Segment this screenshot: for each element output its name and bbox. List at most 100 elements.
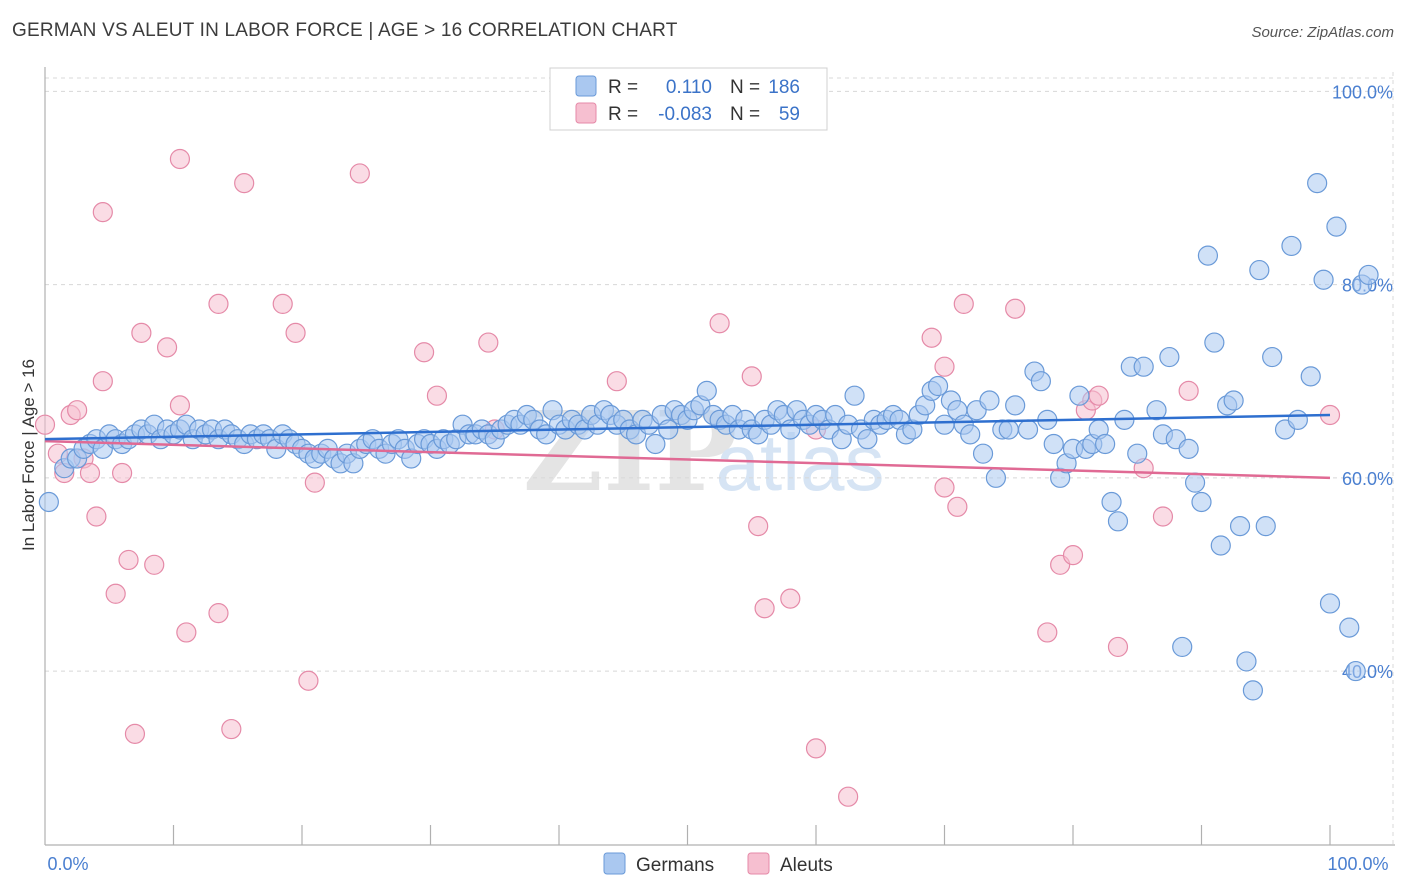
germans-point [1326,216,1347,237]
aleuts-point [1005,298,1026,319]
germans-point [960,424,981,445]
germans-point [1191,491,1212,513]
aleuts-point [169,148,191,170]
aleuts-point [921,327,942,348]
aleuts-point [176,622,197,643]
germans-point [844,385,865,406]
legend-n-label-2: N = [730,104,760,125]
trend-lines [44,413,1331,480]
aleuts-point [1088,385,1109,406]
germans-point [1005,395,1026,416]
aleuts-point [144,554,165,575]
aleuts-point [285,322,306,343]
germans-point [1172,636,1193,658]
aleuts-point [105,583,126,604]
aleuts-point [208,602,229,624]
germans-point [1204,332,1225,353]
aleuts-point [934,356,955,377]
germans-point [1223,390,1244,411]
aleuts-point [272,293,293,314]
bottom-legend-swatch-germans [603,852,626,875]
legend-r-label-1: R = [608,77,638,98]
germans-point [1159,346,1180,368]
aleuts-point [131,322,152,343]
y-tick-label: 100.0% [1332,82,1393,102]
bottom-legend-aleuts: Aleuts [780,855,833,876]
x-tick-label-min: 0.0% [47,854,88,874]
y-tick-labels: 40.0%60.0%80.0%100.0% [1332,82,1393,682]
aleuts-point [79,462,101,484]
aleuts-point [221,718,242,740]
germans-point [1127,443,1148,464]
aleuts-point [92,202,113,223]
germans-point [1249,259,1270,281]
aleuts-point [953,293,974,314]
chart-title: GERMAN VS ALEUT IN LABOR FORCE | AGE > 1… [12,20,678,41]
germans-point [972,443,994,464]
aleuts-point [947,496,968,517]
aleuts-point [838,786,859,807]
germans-point [985,467,1007,488]
aleuts-trend-line [44,439,1331,480]
aleuts-point [934,477,955,498]
germans-point [1095,433,1116,455]
germans-point [1313,269,1334,290]
germans-point [1300,366,1321,387]
aleuts-point [1152,506,1174,527]
germans-point [1069,385,1090,406]
aleuts-point [118,549,139,571]
aleuts-point [86,506,107,527]
aleuts-point [234,173,255,194]
germans-point [1242,680,1264,701]
aleuts-points [34,148,1341,807]
germans-point [1358,264,1379,286]
germans-point [1236,651,1257,672]
germans-point [1262,346,1283,368]
aleuts-point [34,414,56,435]
legend-n-value-2: 59 [779,104,800,125]
bottom-legend-germans: Germans [636,855,714,876]
germans-point [1197,245,1219,266]
aleuts-point [208,293,229,314]
legend-swatch-germans [575,75,597,97]
aleuts-point [298,670,319,691]
correlation-legend: R = 0.110 N = 186 R = -0.083 N = 59 [549,67,828,131]
germans-point [658,419,679,440]
legend-r-label-2: R = [608,104,638,125]
aleuts-point [805,738,827,759]
aleuts-point [111,462,133,484]
legend-r-value-2: -0.083 [658,104,712,125]
aleuts-point [709,313,730,334]
germans-point [1287,409,1308,430]
aleuts-point [741,366,762,387]
germans-point [1210,535,1231,556]
germans-point [1017,419,1039,440]
germans-point [645,433,666,455]
germans-trend-line [44,413,1331,441]
source-credit: Source: ZipAtlas.com [1251,24,1394,41]
germans-point [1107,511,1129,532]
axes [44,67,1395,846]
series-legend: Germans Aleuts [603,852,833,876]
germans-point [1345,660,1366,682]
aleuts-point [606,371,627,392]
germans-point [1307,173,1328,194]
aleuts-point [1107,636,1129,658]
aleuts-point [1178,380,1199,401]
germans-point [1255,516,1276,537]
aleuts-point [754,598,775,619]
germans-point [1339,617,1360,638]
germans-point [1133,356,1154,377]
germans-point [1229,516,1251,537]
germans-point [1184,472,1206,493]
germans-point [1178,438,1199,459]
aleuts-point [478,332,499,353]
y-axis-title: In Labor Force | Age > 16 [19,359,38,551]
legend-swatch-aleuts [575,102,597,124]
germans-point [979,390,1000,411]
aleuts-point [124,723,146,744]
germans-point [998,419,1019,440]
legend-n-label-1: N = [730,77,760,98]
germans-point [857,429,878,450]
